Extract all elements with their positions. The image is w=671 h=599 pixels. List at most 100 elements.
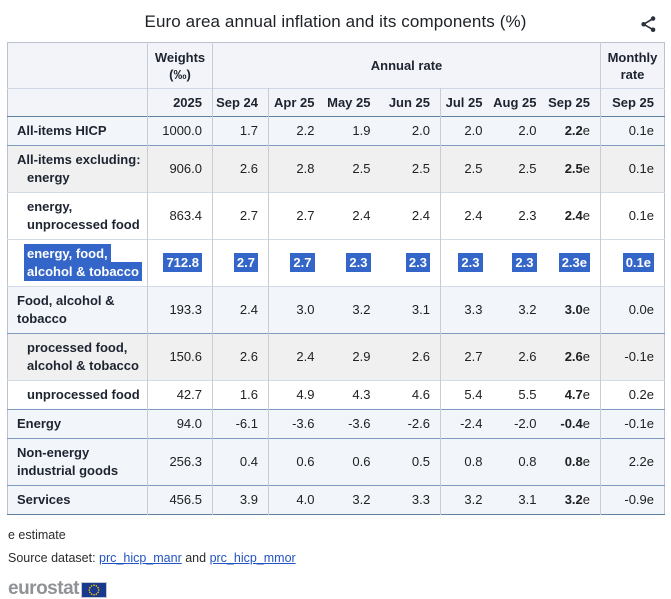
annual-rate-cell: 4.9: [268, 380, 325, 410]
annual-rate-cell: 3.1: [411, 302, 430, 317]
table-row[interactable]: All-items HICP 1000.0 1.7 2.2 1.9 2.0 2.0 2.0 2.…: [7, 116, 665, 146]
table-body: All-items HICP 1000.0 1.7 2.2 1.9 2.0 2.0 2.0 2.…: [7, 116, 665, 515]
row-label: energy, unprocessed food: [27, 199, 140, 232]
annual-rate-cell: 2.4: [440, 192, 493, 240]
weights-header: Weights (‰): [147, 42, 213, 89]
share-button[interactable]: [637, 12, 659, 34]
annual-rate-cell: 3.9: [212, 485, 269, 515]
table-row[interactable]: Services 456.5 3.9 4.0 3.2 3.3 3.2 3.1 3.2e -0.9e: [7, 485, 665, 515]
annual-rate-cell: 0.8: [440, 438, 493, 486]
table-row[interactable]: All-items excluding: energy 906.0 2.6 2.8 2.5…: [7, 145, 665, 193]
annual-rate-cell: 2.6e: [564, 349, 590, 364]
annual-rate-cell: 3.2: [352, 492, 371, 507]
row-label: Energy: [17, 416, 62, 431]
annual-rate-cell: -2.0: [514, 416, 537, 431]
month-header-apr25: Apr 25: [268, 88, 325, 117]
row-label: All-items excluding: energy: [17, 152, 141, 185]
annual-rate-cell: 3.2e: [564, 492, 590, 507]
annual-rate-cell: 5.4: [440, 380, 493, 410]
annual-rate-cell: 2.0: [518, 123, 537, 138]
page-title: Euro area annual inflation and its compo…: [144, 12, 527, 31]
month-header-aug25: Aug 25: [492, 88, 547, 117]
month-header-jun25: Jun 25: [380, 88, 441, 117]
row-label: Non-energy industrial goods: [17, 445, 119, 478]
source-dataset-link-mmor[interactable]: prc_hicp_mmor: [209, 551, 296, 565]
annual-rate-cell: 2.7: [268, 192, 325, 240]
annual-rate-cell: 2.8: [268, 145, 325, 193]
annual-rate-cell: 2.5: [440, 145, 493, 193]
annual-rate-cell: 2.0: [411, 123, 430, 138]
annual-rate-cell: 1.9: [352, 123, 371, 138]
eurostat-logo-text: eurostat: [8, 578, 79, 599]
annual-rate-cell: 2.5: [411, 161, 430, 176]
annual-rate-cell: 3.2: [440, 485, 493, 515]
annual-rate-cell: 2.4: [268, 333, 325, 381]
table-row[interactable]: Non-energy industrial goods 256.3 0.4 0.6 0.6…: [7, 438, 665, 486]
table-row[interactable]: energy, food, alcohol & tobacco 712.8 2.7 2.…: [7, 239, 665, 287]
table-row[interactable]: unprocessed food 42.7 1.6 4.9 4.3 4.6 5.4 5.5 4.…: [7, 380, 665, 410]
weights-header-line1: Weights: [154, 49, 206, 65]
annual-rate-cell: 2.5e: [564, 161, 590, 176]
month-header-jul25: Jul 25: [440, 88, 493, 117]
annual-rate-cell: 0.8e: [564, 454, 590, 469]
table-row[interactable]: Energy 94.0 -6.1 -3.6 -3.6 -2.6 -2.4 -2.0 -0.4e -…: [7, 409, 665, 439]
source-dataset-link-manr[interactable]: prc_hicp_manr: [99, 551, 182, 565]
month-header-may25: May 25: [324, 88, 381, 117]
monthly-rate-cell: -0.1e: [600, 409, 665, 439]
row-label: Food, alcohol & tobacco: [17, 293, 115, 326]
monthly-rate-cell: 2.2e: [600, 438, 665, 486]
annual-rate-cell: 3.3: [411, 492, 430, 507]
table-row[interactable]: processed food, alcohol & tobacco 150.6 2.6…: [7, 333, 665, 381]
weight-cell: 150.6: [147, 333, 213, 381]
source-dataset-label: Source dataset:: [8, 551, 96, 565]
annual-rate-cell: 2.3: [493, 240, 547, 287]
annual-rate-cell: -3.6: [268, 409, 325, 439]
table-row[interactable]: energy, unprocessed food 863.4 2.7 2.7 2.4 2.4…: [7, 192, 665, 240]
weight-cell: 42.7: [147, 380, 213, 410]
annual-rate-cell: 2.7: [212, 239, 269, 287]
annual-rate-cell: -0.4e: [560, 416, 590, 431]
annual-rate-cell: 2.4: [352, 208, 371, 223]
annual-rate-cell: 2.3: [381, 240, 441, 287]
corner-cell-2: [7, 88, 148, 117]
row-label: energy, food, alcohol & tobacco: [8, 240, 148, 287]
monthly-rate-header-line2: rate: [620, 66, 645, 82]
monthly-rate-cell: 0.0e: [600, 286, 665, 334]
annual-rate-cell: 2.6: [411, 349, 430, 364]
share-icon: [640, 15, 655, 32]
annual-rate-cell: 0.6: [268, 438, 325, 486]
annual-rate-cell: 0.5: [411, 454, 430, 469]
annual-rate-cell: 0.8: [518, 454, 537, 469]
annual-rate-cell: -6.1: [212, 409, 269, 439]
annual-rate-cell: 3.0: [268, 286, 325, 334]
monthly-rate-header: Monthly rate: [600, 42, 665, 89]
row-label: All-items HICP: [17, 123, 107, 138]
annual-rate-cell: 2.4: [212, 286, 269, 334]
annual-rate-cell: 2.3: [440, 239, 493, 287]
annual-rate-cell: 2.9: [352, 349, 371, 364]
weight-cell: 193.3: [147, 286, 213, 334]
annual-rate-cell: 4.0: [268, 485, 325, 515]
annual-rate-cell: 4.3: [352, 387, 371, 402]
source-conjunction: and: [185, 551, 207, 565]
annual-rate-cell: 3.0e: [564, 302, 590, 317]
monthly-rate-header-line1: Monthly: [607, 49, 658, 65]
annual-rate-cell: -2.4: [440, 409, 493, 439]
annual-rate-cell: 4.6: [411, 387, 430, 402]
annual-rate-cell: 2.7: [440, 333, 493, 381]
annual-rate-cell: 3.1: [518, 492, 537, 507]
annual-rate-cell: 2.5: [518, 161, 537, 176]
monthly-rate-cell: 0.1e: [600, 145, 665, 193]
annual-rate-cell: 5.5: [518, 387, 537, 402]
annual-rate-cell: 3.2: [518, 302, 537, 317]
annual-rate-cell: 3.2: [352, 302, 371, 317]
monthly-rate-cell: 0.2e: [600, 380, 665, 410]
year-header: 2025: [147, 88, 213, 117]
monthly-rate-cell: 0.1e: [600, 116, 665, 146]
annual-rate-cell: 2.7: [268, 239, 325, 287]
weight-cell: 256.3: [147, 438, 213, 486]
annual-rate-cell: 0.6: [352, 454, 371, 469]
table-row[interactable]: Food, alcohol & tobacco 193.3 2.4 3.0 3.2 3.1 3…: [7, 286, 665, 334]
annual-rate-cell: 0.4: [212, 438, 269, 486]
